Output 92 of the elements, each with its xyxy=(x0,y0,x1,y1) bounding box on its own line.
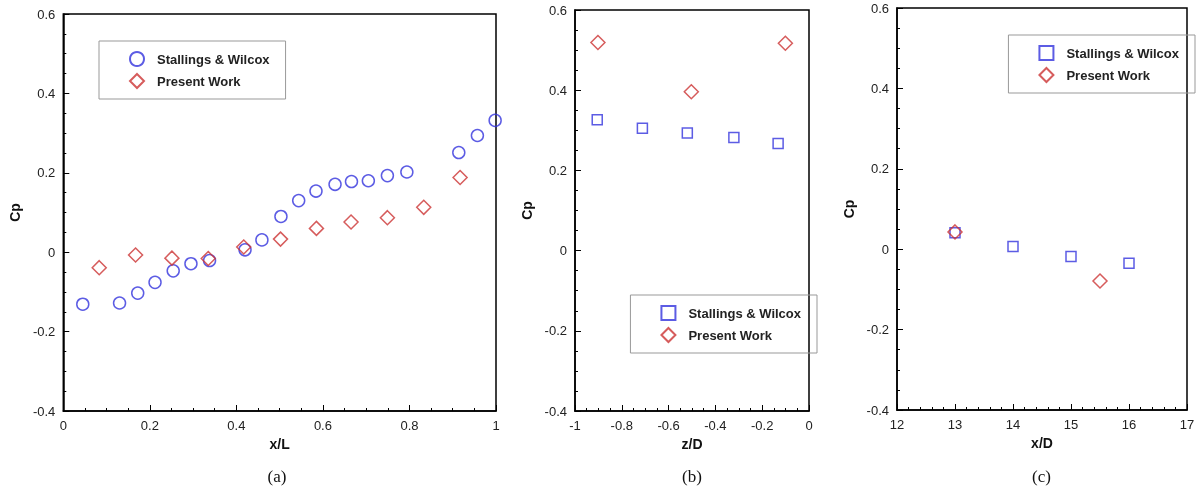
point xyxy=(379,209,396,226)
point xyxy=(272,231,289,247)
y-tick-label: 0 xyxy=(559,243,567,259)
point xyxy=(255,233,269,247)
point xyxy=(1092,273,1108,289)
point xyxy=(130,286,145,300)
point xyxy=(400,165,414,179)
point xyxy=(344,174,359,189)
x-axis-title: x/L xyxy=(269,435,291,452)
point xyxy=(184,256,198,271)
x-tick-label: -0.6 xyxy=(657,418,680,433)
point xyxy=(308,220,325,237)
point xyxy=(361,173,376,188)
y-tick-label: 0.2 xyxy=(870,161,889,177)
x-tick-label: -0.8 xyxy=(610,418,633,433)
legend-label: Stallings & Wilcox xyxy=(688,305,802,321)
point xyxy=(1007,240,1019,253)
y-tick-label: 0.6 xyxy=(870,0,889,16)
x-tick-label: 16 xyxy=(1121,417,1137,432)
x-axis-title: x/D xyxy=(1031,434,1053,451)
x-tick-label: 1 xyxy=(492,418,500,433)
y-tick-label: 0.6 xyxy=(548,2,567,18)
y-axis-title: Cp xyxy=(840,199,857,219)
y-tick-label: 0.4 xyxy=(870,80,889,96)
point xyxy=(1065,250,1077,263)
y-tick-label: 0.4 xyxy=(548,82,567,98)
point xyxy=(166,264,180,278)
x-tick-label: 15 xyxy=(1063,417,1079,432)
point xyxy=(452,169,468,186)
x-tick-label: -1 xyxy=(569,418,581,433)
point xyxy=(91,259,107,276)
text: (b) xyxy=(682,467,702,486)
x-tick-label: 17 xyxy=(1179,417,1195,432)
point xyxy=(127,247,144,263)
y-tick-label: 0 xyxy=(48,244,56,260)
point xyxy=(415,199,432,216)
y-tick-label: -0.2 xyxy=(32,324,56,340)
y-tick-label: 0 xyxy=(881,241,889,257)
x-tick-label: 13 xyxy=(947,417,963,432)
x-tick-label: 0.8 xyxy=(400,418,419,433)
text: (c) xyxy=(1032,467,1051,486)
x-tick-label: -0.4 xyxy=(704,418,727,433)
point xyxy=(112,296,127,310)
x-tick-label: 14 xyxy=(1005,417,1021,432)
point xyxy=(291,193,306,208)
point xyxy=(148,275,162,290)
text: (a) xyxy=(267,467,287,486)
legend-label: Stallings & Wilcox xyxy=(157,51,271,67)
y-tick-label: 0.2 xyxy=(37,165,56,181)
point xyxy=(309,184,323,198)
point xyxy=(591,114,603,126)
point xyxy=(452,145,466,160)
point xyxy=(164,250,180,266)
point xyxy=(636,122,649,135)
x-tick-label: 0.4 xyxy=(227,418,246,433)
point xyxy=(470,128,485,143)
x-tick-label: 0.2 xyxy=(140,418,159,433)
point xyxy=(683,84,700,100)
point xyxy=(681,127,694,139)
x-tick-label: 0 xyxy=(59,418,67,433)
point xyxy=(777,35,794,52)
y-tick-label: 0.4 xyxy=(37,85,56,101)
x-tick-label: 0 xyxy=(805,418,813,433)
point xyxy=(235,239,252,255)
legend-label: Present Work xyxy=(688,327,773,343)
y-axis-title: Cp xyxy=(7,203,23,222)
point xyxy=(238,243,252,257)
point xyxy=(728,131,740,144)
y-tick-label: 0.2 xyxy=(548,162,567,178)
point xyxy=(343,214,359,230)
y-tick-label: -0.2 xyxy=(544,323,567,339)
x-tick-label: 0.6 xyxy=(313,418,332,433)
x-axis-title: z/D xyxy=(681,435,703,452)
y-tick-label: -0.4 xyxy=(866,402,889,418)
x-tick-label: 12 xyxy=(889,417,905,432)
point xyxy=(590,34,606,51)
x-tick-label: -0.2 xyxy=(751,418,774,433)
y-tick-label: -0.4 xyxy=(32,403,56,419)
y-tick-label: 0.6 xyxy=(37,6,56,22)
point xyxy=(380,168,395,183)
point xyxy=(76,297,90,311)
y-axis-title: Cp xyxy=(518,201,535,220)
point xyxy=(772,137,784,150)
point xyxy=(328,177,342,192)
point xyxy=(488,113,502,128)
y-tick-label: -0.2 xyxy=(866,322,889,338)
y-tick-label: -0.4 xyxy=(544,403,567,419)
legend-label: Present Work xyxy=(1066,67,1151,83)
point xyxy=(1123,257,1135,270)
legend-label: Stallings & Wilcox xyxy=(1066,45,1180,61)
point xyxy=(274,209,288,224)
legend-label: Present Work xyxy=(157,73,242,89)
